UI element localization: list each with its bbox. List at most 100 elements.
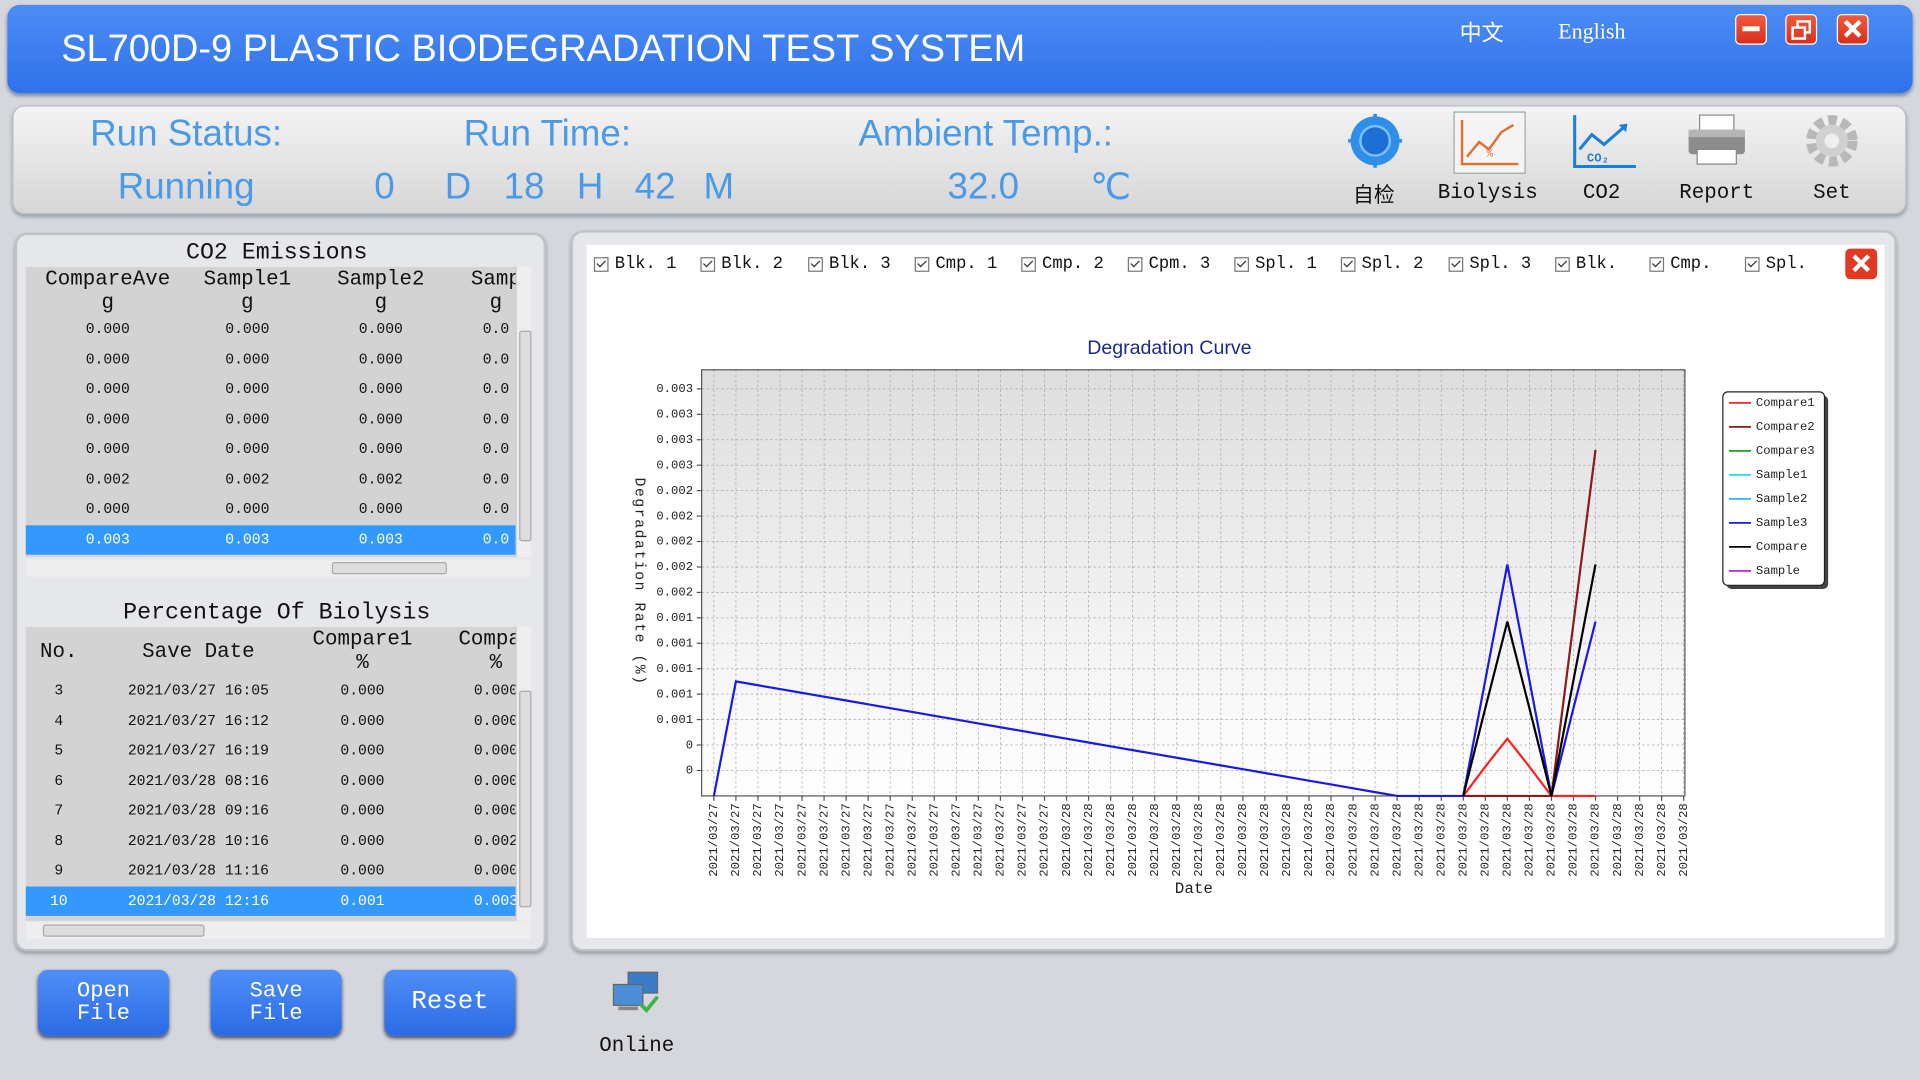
x-tick-label: 2021/03/28 bbox=[1611, 803, 1625, 876]
run-status-label: Run Status: bbox=[90, 113, 283, 155]
title-bar bbox=[7, 4, 1913, 94]
save-file-button[interactable]: Save File bbox=[210, 969, 342, 1036]
table-cell: 0.002 bbox=[358, 470, 403, 488]
minimize-button[interactable] bbox=[1735, 14, 1767, 45]
table-cell: 5 bbox=[54, 742, 64, 760]
curve-checkbox[interactable]: Blk. 2 bbox=[700, 255, 783, 274]
co2-title: CO2 Emissions bbox=[185, 238, 368, 266]
y-axis-label: Degradation Rate (%) bbox=[630, 478, 646, 686]
biolysis-label[interactable]: Biolysis bbox=[1437, 181, 1538, 206]
checkbox-box[interactable] bbox=[700, 257, 716, 272]
curve-checkbox[interactable]: Cpm. 3 bbox=[1127, 255, 1210, 274]
temp-unit: ℃ bbox=[1089, 167, 1132, 208]
report-icon[interactable] bbox=[1685, 113, 1749, 169]
table-cell: 0.002 bbox=[85, 470, 130, 488]
run-time-h: H bbox=[576, 166, 604, 207]
lang-chinese[interactable]: 中文 bbox=[1459, 20, 1504, 46]
online-icon bbox=[612, 971, 659, 1013]
y-tick-label: 0.002 bbox=[656, 560, 693, 574]
table-cell: 0.000 bbox=[340, 772, 385, 790]
co2-table: CompareAvegSample1gSample2gSampg0.0000.0… bbox=[25, 266, 516, 558]
x-tick-label: 2021/03/28 bbox=[1346, 803, 1360, 876]
curve-checkbox[interactable]: Cmp. 2 bbox=[1021, 255, 1104, 274]
table-cell: 0.000 bbox=[85, 440, 130, 458]
curve-checkbox[interactable]: Blk. 3 bbox=[808, 254, 891, 275]
co2-icon[interactable]: CO₂ bbox=[1570, 113, 1639, 172]
checkbox-label: Cmp. bbox=[1670, 254, 1712, 275]
table-cell: 0.000 bbox=[340, 832, 385, 850]
app-title: SL700D-9 PLASTIC BIODEGRADATION TEST SYS… bbox=[61, 26, 1026, 70]
checkbox-box[interactable] bbox=[1744, 257, 1760, 272]
x-tick-label: 2021/03/28 bbox=[1545, 803, 1559, 876]
checkbox-box[interactable] bbox=[808, 257, 823, 272]
table-cell: 3 bbox=[54, 682, 64, 700]
co2-hscroll[interactable] bbox=[25, 559, 531, 577]
x-tick-label: 2021/03/28 bbox=[1412, 803, 1426, 876]
lang-english[interactable]: English bbox=[1558, 18, 1626, 44]
legend-label: Sample1 bbox=[1756, 468, 1807, 482]
checkbox-label: Blk. 1 bbox=[614, 254, 677, 275]
checkbox-box[interactable] bbox=[593, 257, 609, 272]
curve-checkbox[interactable]: Spl. 1 bbox=[1234, 254, 1317, 275]
biolysis-hscroll[interactable] bbox=[25, 922, 531, 940]
ambient-temp: 32.0 bbox=[947, 166, 1020, 207]
x-tick-label: 2021/03/28 bbox=[1567, 803, 1581, 876]
x-tick-label: 2021/03/28 bbox=[1434, 803, 1448, 876]
self-check-label[interactable]: 自检 bbox=[1353, 186, 1395, 210]
close-button[interactable] bbox=[1836, 14, 1869, 45]
column-unit: g bbox=[374, 292, 388, 316]
curve-checkbox[interactable]: Spl. bbox=[1744, 255, 1807, 274]
open-file-button[interactable]: Open File bbox=[37, 969, 169, 1036]
checkbox-box[interactable] bbox=[1021, 257, 1036, 272]
checkbox-label: Spl. 1 bbox=[1255, 254, 1317, 275]
curve-checkbox[interactable]: Cmp. 1 bbox=[914, 255, 997, 274]
checkbox-box[interactable] bbox=[1340, 257, 1356, 272]
restore-button[interactable] bbox=[1785, 14, 1818, 45]
y-tick-label: 0.002 bbox=[656, 484, 693, 498]
checkbox-box[interactable] bbox=[1649, 257, 1665, 272]
x-tick-label: 2021/03/27 bbox=[972, 803, 986, 876]
table-cell: 0.0 bbox=[482, 470, 510, 488]
legend-label: Sample3 bbox=[1756, 516, 1807, 530]
curve-checkbox[interactable]: Spl. 2 bbox=[1340, 255, 1423, 274]
curve-checkbox[interactable]: Spl. 3 bbox=[1448, 254, 1532, 275]
curve-checkbox[interactable]: Blk. 1 bbox=[593, 254, 677, 275]
y-tick-label: 0.003 bbox=[656, 382, 693, 396]
curve-checkbox[interactable]: Blk. bbox=[1555, 255, 1617, 274]
biolysis-icon[interactable]: % bbox=[1457, 115, 1521, 169]
checkbox-label: Spl. 3 bbox=[1469, 254, 1532, 275]
table-cell: 0.000 bbox=[225, 500, 270, 518]
table-cell: 0.002 bbox=[225, 470, 270, 488]
checkbox-box[interactable] bbox=[1448, 257, 1464, 272]
biolysis-vscroll[interactable] bbox=[515, 626, 532, 921]
self-check-icon[interactable] bbox=[1347, 113, 1403, 169]
checkbox-box[interactable] bbox=[914, 257, 930, 272]
co2-label[interactable]: CO2 bbox=[1582, 181, 1621, 206]
table-cell: 0.0 bbox=[482, 350, 510, 368]
x-tick-label: 2021/03/28 bbox=[1236, 803, 1250, 876]
table-cell: 2021/03/27 16:12 bbox=[127, 712, 269, 730]
y-tick-label: 0 bbox=[686, 738, 693, 752]
curve-checkbox[interactable]: Cmp. bbox=[1649, 254, 1712, 275]
table-cell: 0.000 bbox=[85, 320, 130, 338]
y-tick-label: 0.003 bbox=[656, 458, 693, 472]
checkbox-box[interactable] bbox=[1127, 257, 1143, 272]
table-cell: 9 bbox=[54, 862, 64, 880]
table-cell: 0.0 bbox=[482, 410, 510, 428]
checkbox-label: Blk. 3 bbox=[828, 254, 891, 275]
report-label[interactable]: Report bbox=[1679, 181, 1755, 206]
co2-vscroll[interactable] bbox=[515, 266, 532, 558]
chart-close-button[interactable] bbox=[1845, 248, 1878, 280]
column-unit: g bbox=[101, 292, 115, 316]
x-tick-label: 2021/03/27 bbox=[861, 803, 875, 876]
settings-icon[interactable] bbox=[1800, 113, 1864, 169]
table-cell: 2021/03/28 10:16 bbox=[127, 832, 269, 850]
column-header: CompareAve bbox=[45, 268, 171, 293]
settings-label[interactable]: Set bbox=[1813, 181, 1851, 206]
x-tick-label: 2021/03/28 bbox=[1214, 803, 1228, 876]
checkbox-box[interactable] bbox=[1555, 257, 1570, 272]
reset-button[interactable]: Reset bbox=[384, 969, 516, 1036]
checkbox-box[interactable] bbox=[1234, 257, 1249, 272]
